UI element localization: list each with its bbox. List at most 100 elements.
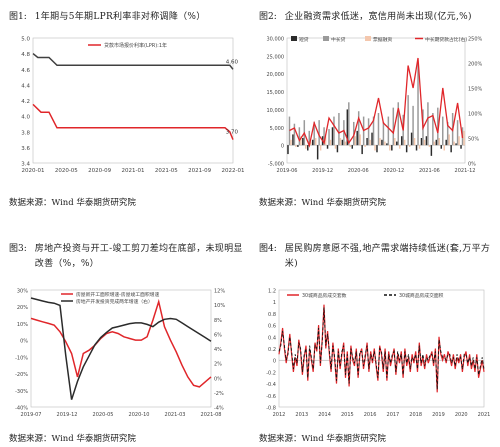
bill-financing-bar bbox=[413, 138, 416, 146]
bill-financing-bar bbox=[428, 145, 431, 147]
x-tick-label: 2019-12 bbox=[57, 412, 78, 418]
bill-financing-bar bbox=[389, 145, 391, 151]
y2-tick-label: 6% bbox=[214, 332, 222, 338]
short-loan-bar bbox=[356, 130, 358, 146]
midlong-loan-bar bbox=[367, 118, 370, 146]
y-tick-label: 4.6 bbox=[21, 68, 30, 74]
short-loan-bar bbox=[371, 132, 373, 146]
bill-financing-bar bbox=[369, 139, 371, 146]
x-tick-label: 2019-07 bbox=[21, 412, 42, 418]
y-tick-label: 0.6 bbox=[268, 324, 276, 330]
x-tick-label: 2016 bbox=[364, 412, 377, 418]
short-loan-bar bbox=[455, 143, 457, 146]
y-tick-label: 3.6 bbox=[21, 146, 30, 152]
y-tick-label: -5,000 bbox=[268, 162, 284, 168]
lpr-chart: 3.4 3.6 3.8 4.0 4.2 4.4 4.6 4.8 5.0 2020-01 2020-0… bbox=[21, 37, 245, 175]
y-tick-label: -0.4 bbox=[266, 382, 276, 388]
y-tick-label: 5.0 bbox=[21, 37, 30, 43]
y-tick-label: 4.8 bbox=[21, 52, 30, 58]
midlong-loan-bar bbox=[377, 113, 380, 146]
bill-financing-bar bbox=[398, 145, 401, 149]
y-tick-label: 5,000 bbox=[270, 126, 284, 132]
short-loan-bar bbox=[297, 145, 299, 147]
midlong-loan-bar bbox=[382, 121, 385, 146]
bill-financing-bar bbox=[290, 139, 292, 146]
short-loan-bar bbox=[381, 139, 383, 146]
x-tick-label: 2019-06 bbox=[277, 168, 298, 174]
x-tick-label: 2021 bbox=[478, 412, 491, 418]
midlong-loan-bar bbox=[387, 116, 390, 146]
x-tick-label: 2017 bbox=[387, 412, 400, 418]
midlong-loan-bar bbox=[427, 102, 429, 146]
plot-frame bbox=[286, 37, 466, 164]
y2-tick-label: 100% bbox=[468, 112, 483, 118]
bill-financing-bar bbox=[339, 138, 342, 146]
bill-financing-bar bbox=[433, 141, 436, 146]
x-tick-label: 2021-08 bbox=[201, 412, 222, 418]
midlong-loan-bar bbox=[357, 111, 360, 146]
x-tick-label: 2013 bbox=[295, 412, 308, 418]
x-tick-label: 2020 bbox=[455, 412, 468, 418]
midlong-loan-bar bbox=[318, 120, 320, 146]
y-tick-label: -10% bbox=[15, 355, 28, 361]
legend-swatch bbox=[291, 36, 297, 41]
bill-financing-bar bbox=[319, 145, 322, 151]
figure-number: 图3: bbox=[9, 244, 27, 254]
short-loan-bar bbox=[366, 138, 368, 146]
short-loan-bar bbox=[400, 136, 403, 146]
bill-financing-bar bbox=[408, 145, 411, 147]
plot-frame bbox=[30, 289, 212, 408]
short-loan-bar bbox=[420, 138, 423, 146]
x-tick-label: 2020-01 bbox=[22, 168, 45, 174]
y-tick-label: 0% bbox=[20, 339, 28, 345]
bill-financing-bar bbox=[314, 138, 317, 146]
bill-financing-bar bbox=[300, 136, 302, 146]
y2-tick-label: 250% bbox=[468, 37, 483, 43]
short-loan-bar bbox=[450, 145, 452, 153]
short-loan-bar bbox=[307, 145, 309, 151]
property-investment-chart: -40% -30% -20% -10% 0% 10% 20% 30% -4% -2% 0% 2% 4% 6… bbox=[15, 289, 225, 419]
short-loan-bar bbox=[311, 139, 314, 146]
midlong-loan-bar bbox=[446, 121, 449, 146]
plot-frame bbox=[32, 37, 234, 164]
midlong-loan-bar bbox=[432, 113, 434, 146]
short-loan-bar bbox=[410, 132, 413, 146]
y-tick-label: 25,000 bbox=[267, 54, 285, 60]
bill-financing-bar bbox=[305, 145, 307, 149]
y-tick-label: -40% bbox=[15, 406, 28, 412]
x-tick-label: 2020-12 bbox=[383, 168, 404, 174]
figure-1-panel: 图1: 1年期与5年期LPR利率非对称调降（%） 3.4 3.6 3.8 4.0 4.2… bbox=[3, 0, 248, 208]
bill-financing-bar bbox=[384, 141, 386, 146]
midlong-loan-bar bbox=[343, 120, 345, 146]
bill-financing-bar bbox=[324, 136, 327, 146]
figure-source: 数据来源：Wind 华泰期货研究院 bbox=[259, 434, 386, 444]
bill-financing-bar bbox=[344, 141, 347, 146]
figure-title: 1年期与5年期LPR利率非对称调降（%） bbox=[34, 12, 206, 22]
x-tick-label: 2022-01 bbox=[222, 168, 245, 174]
bill-financing-bar bbox=[354, 136, 356, 146]
y-tick-label: -0.8 bbox=[266, 406, 276, 412]
y2-tick-label: 150% bbox=[468, 87, 483, 93]
x-tick-label: 2012 bbox=[273, 412, 286, 418]
lpr-series-line bbox=[32, 103, 234, 140]
x-tick-label: 2021-01 bbox=[122, 168, 145, 174]
short-loan-bar bbox=[396, 141, 398, 146]
lpr-series-line bbox=[32, 53, 234, 70]
start-completion-gap-line bbox=[30, 298, 212, 388]
x-tick-label: 2020-09 bbox=[88, 168, 111, 174]
short-loan-bar bbox=[435, 139, 438, 146]
y-tick-label: 30,000 bbox=[267, 37, 285, 43]
y2-tick-label: -2% bbox=[214, 391, 224, 397]
transaction-area-line bbox=[278, 307, 485, 390]
y-tick-label: -20% bbox=[15, 372, 28, 378]
bill-financing-bar bbox=[379, 138, 381, 146]
midlong-loan-bar bbox=[323, 127, 325, 146]
figure-number: 图2: bbox=[259, 12, 277, 22]
midlong-ratio-line bbox=[289, 57, 464, 148]
bill-financing-bar bbox=[448, 134, 450, 146]
y2-tick-label: 0% bbox=[214, 376, 222, 382]
short-loan-bar bbox=[415, 145, 418, 151]
midlong-loan-bar bbox=[293, 123, 296, 146]
short-loan-bar bbox=[445, 139, 447, 146]
y2-tick-label: 50% bbox=[468, 137, 479, 143]
